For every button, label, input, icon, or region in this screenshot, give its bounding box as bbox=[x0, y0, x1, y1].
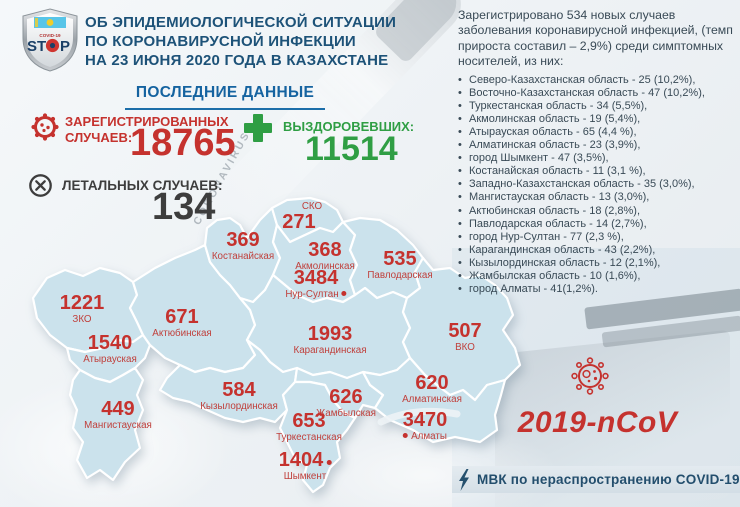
page-title: ОБ ЭПИДЕМИОЛОГИЧЕСКОЙ СИТУАЦИИ ПО КОРОНА… bbox=[85, 13, 396, 70]
region-stats-list: Северо-Казахстанская область - 25 (10,2%… bbox=[458, 74, 738, 297]
lethal-cases-value: 134 bbox=[152, 186, 216, 228]
map-label-mangystau: 449 Мангистауская bbox=[84, 398, 152, 431]
region-stat-item: город Шымкент - 47 (3,5%), bbox=[458, 152, 738, 165]
region-stat-item: Кызылординская область - 12 (2,1%), bbox=[458, 257, 738, 270]
region-stat-item: Акмолинская область - 19 (5,4%), bbox=[458, 113, 738, 126]
region-mangystau bbox=[68, 366, 145, 482]
map-label-zhambyl: 626 Жамбылская bbox=[316, 386, 376, 419]
map-label-aktobe: 671 Актюбинская bbox=[152, 306, 212, 339]
shield-icon: COVID-19 ST P bbox=[22, 8, 78, 72]
region-stat-item: Туркестанская область - 34 (5,5%), bbox=[458, 100, 738, 113]
lightning-icon bbox=[459, 468, 469, 491]
map-label-pavlodar: 535 Павлодарская bbox=[367, 248, 433, 281]
registered-cases-value: 18765 bbox=[130, 122, 236, 164]
recovered-label: ВЫЗДОРОВЕВШИХ: bbox=[283, 119, 415, 134]
region-stat-item: Костанайская область - 11 (3,1 %), bbox=[458, 165, 738, 178]
region-stat-item: город Алматы - 41(1,2%). bbox=[458, 283, 738, 296]
crossed-circle-icon bbox=[28, 173, 53, 203]
ncov-label: 2019-nCoV bbox=[517, 406, 678, 439]
map-label-turkestan: 653 Туркестанская bbox=[276, 410, 342, 443]
region-stat-item: Павлодарская область - 14 (2,7%), bbox=[458, 218, 738, 231]
plus-icon bbox=[241, 111, 275, 150]
city-dot bbox=[341, 291, 347, 296]
registered-cases-label: ЗАРЕГИСТРИРОВАННЫХ СЛУЧАЕВ: bbox=[65, 114, 229, 145]
map-label-almaty-city: 3470 Алматы bbox=[402, 409, 448, 442]
region-stat-item: Актюбинская область - 18 (2,8%), bbox=[458, 205, 738, 218]
region-stat-item: Западно-Казахстанская область - 35 (3,0%… bbox=[458, 178, 738, 191]
map-label-akmola: 368 Акмолинская bbox=[295, 239, 355, 272]
map-label-shymkent: 1404 Шымкент bbox=[279, 450, 332, 482]
city-dot bbox=[326, 460, 332, 465]
daily-report-panel: Зарегистрировано 534 новых случаев забол… bbox=[458, 8, 738, 296]
stop-covid-shield-logo: COVID-19 ST P bbox=[19, 7, 81, 78]
recovered-value: 11514 bbox=[305, 130, 398, 168]
map-label-karaganda: 1993 Карагандинская bbox=[293, 323, 367, 356]
map-label-nursultan: 3484 Нур-Султан bbox=[285, 268, 347, 300]
region-turkestan bbox=[278, 380, 357, 494]
map-label-zko: 1221 ЗКО bbox=[59, 292, 105, 325]
logo-covid-text: COVID-19 bbox=[39, 33, 61, 38]
region-stat-item: Атырауская область - 65 (4,4 %), bbox=[458, 126, 738, 139]
region-stat-item: город Нур-Султан - 77 (2,3 %), bbox=[458, 231, 738, 244]
title-line-2: ПО КОРОНАВИРУСНОЙ ИНФЕКЦИИ bbox=[85, 33, 356, 50]
lake-balkhash bbox=[377, 407, 461, 426]
map-label-kostanay: 369 Костанайская bbox=[211, 229, 275, 262]
map-label-atyrau: 1540 Атырауская bbox=[83, 332, 137, 365]
logo-stop-left: ST bbox=[27, 38, 46, 55]
daily-report-intro: Зарегистрировано 534 новых случаев забол… bbox=[458, 8, 733, 69]
coronavirus-outline-icon bbox=[569, 355, 611, 402]
virus-icon bbox=[29, 111, 61, 148]
region-stat-item: Мангистауская область - 13 (3,0%), bbox=[458, 191, 738, 204]
title-line-1: ОБ ЭПИДЕМИОЛОГИЧЕСКОЙ СИТУАЦИИ bbox=[85, 14, 397, 31]
region-stat-item: Жамбылская область - 10 (1,6%), bbox=[458, 270, 738, 283]
map-label-vko: 507 ВКО bbox=[448, 320, 482, 353]
map-label-almaty-oblast: 620 Алматинская bbox=[402, 372, 462, 405]
map-label-sko: СКО 271 bbox=[282, 201, 323, 233]
region-almaty-oblast bbox=[361, 356, 507, 444]
logo-stop-right: P bbox=[60, 38, 70, 55]
kazakhstan-map: СКО 271 369 Костанайская 368 Акмолинская… bbox=[25, 190, 525, 500]
region-stat-item: Алматинская область - 23 (3,9%), bbox=[458, 139, 738, 152]
map-label-kyzylorda: 584 Кызылординская bbox=[200, 379, 278, 412]
region-stat-item: Карагандинская область - 43 (2,2%), bbox=[458, 244, 738, 257]
latest-data-heading: ПОСЛЕДНИЕ ДАННЫЕ bbox=[125, 84, 325, 110]
city-dot bbox=[403, 433, 409, 438]
region-stat-item: Северо-Казахстанская область - 25 (10,2%… bbox=[458, 74, 738, 87]
title-line-3: НА 23 ИЮНЯ 2020 ГОДА В КАЗАХСТАНЕ bbox=[85, 52, 389, 69]
footer-bar: МВК по нераспространению COVID-19 bbox=[452, 466, 740, 493]
lethal-cases-label: ЛЕТАЛЬНЫХ СЛУЧАЕВ: bbox=[62, 178, 223, 193]
region-stat-item: Восточно-Казахстанская область - 47 (10,… bbox=[458, 87, 738, 100]
footer-label: МВК по нераспространению COVID-19 bbox=[477, 472, 740, 487]
region-kyzylorda bbox=[158, 338, 299, 424]
